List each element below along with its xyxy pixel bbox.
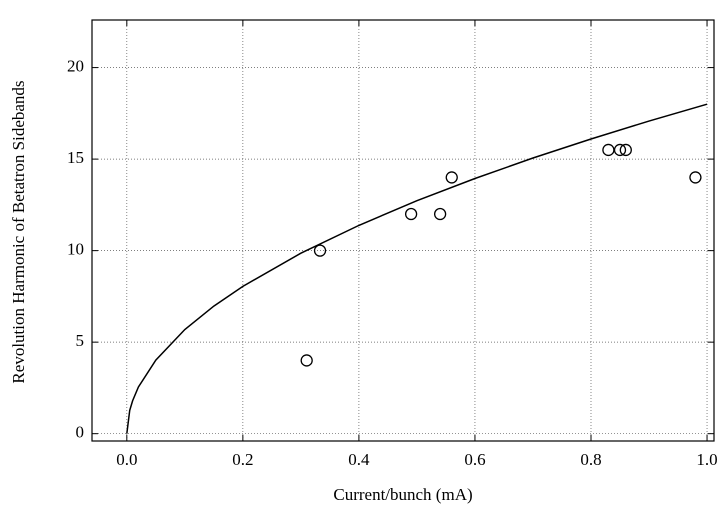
x-tick-label: 0.0 xyxy=(116,450,137,469)
data-point xyxy=(300,354,313,367)
y-tick-label: 20 xyxy=(67,56,84,75)
data-point xyxy=(619,143,632,157)
x-axis-label: Current/bunch (mA) xyxy=(333,485,472,504)
data-point xyxy=(689,171,702,184)
x-tick-label: 1.0 xyxy=(696,450,717,469)
curve xyxy=(126,103,708,434)
y-tick-label: 15 xyxy=(67,148,84,167)
x-tick-label: 0.6 xyxy=(464,450,485,469)
data-point xyxy=(602,143,615,157)
data-point xyxy=(433,207,447,221)
data-point xyxy=(313,244,327,257)
y-tick-label: 5 xyxy=(76,331,85,350)
plot-frame xyxy=(91,19,715,442)
x-tick-label: 0.2 xyxy=(232,450,253,469)
x-tick-label: 0.4 xyxy=(348,450,370,469)
data-point xyxy=(613,143,627,157)
y-tick-label: 10 xyxy=(67,240,84,259)
y-tick-label: 0 xyxy=(76,423,85,442)
data-point xyxy=(404,207,418,221)
x-tick-label: 0.8 xyxy=(580,450,601,469)
data-point xyxy=(445,171,458,184)
y-axis-label: Revolution Harmonic of Betatron Sideband… xyxy=(9,80,28,383)
